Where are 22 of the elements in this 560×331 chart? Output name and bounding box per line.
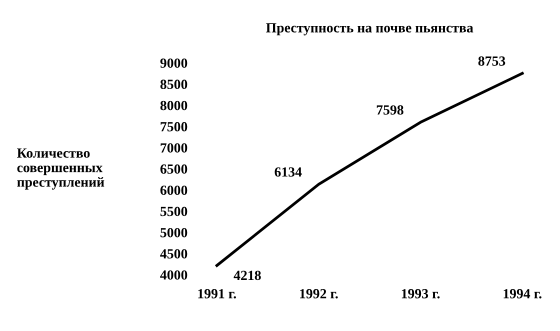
data-label: 6134 bbox=[274, 167, 302, 177]
y-tick-label: 7500 bbox=[160, 122, 188, 132]
x-tick-label: 1991 г. bbox=[198, 289, 236, 298]
y-tick-label: 4000 bbox=[160, 270, 188, 280]
x-tick-label: 1992 г. bbox=[300, 289, 338, 298]
y-tick-label: 5500 bbox=[160, 206, 188, 216]
y-tick-label: 4500 bbox=[160, 249, 188, 258]
x-tick-label: 1993 г. bbox=[402, 289, 440, 298]
data-label: 4218 bbox=[234, 270, 261, 280]
chart-title: Преступность на почве пьянства bbox=[266, 23, 474, 36]
y-tick-label: 8500 bbox=[160, 80, 188, 90]
data-label: 8753 bbox=[478, 56, 506, 66]
y-tick-label: 5000 bbox=[160, 228, 188, 238]
y-axis-title: Количество совершенных преступлений bbox=[17, 148, 104, 190]
data-label: 7598 bbox=[376, 105, 404, 115]
y-tick-label: 8000 bbox=[160, 100, 188, 110]
y-tick-label: 6500 bbox=[160, 164, 188, 174]
y-tick-label: 7000 bbox=[160, 143, 188, 153]
y-tick-label: 6000 bbox=[160, 186, 188, 195]
line-series bbox=[215, 72, 524, 267]
y-tick-label: 9000 bbox=[160, 58, 188, 68]
x-tick-label: 1994 г. bbox=[504, 289, 542, 298]
